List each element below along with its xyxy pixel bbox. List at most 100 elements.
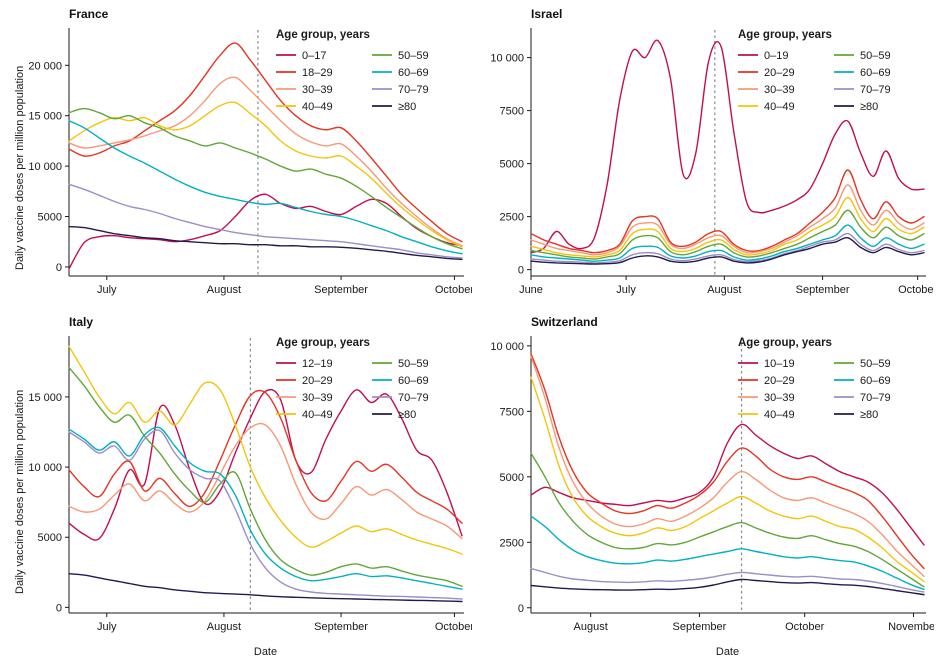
chart-israel: 0 2500 5000 7500 10 000 June July August Septemb… <box>490 28 934 296</box>
series-line-20–29 <box>68 389 463 524</box>
x-tick-label: September <box>314 284 368 296</box>
legend-title: Age group, years <box>276 337 370 349</box>
legend-label: 50–59 <box>398 358 429 370</box>
legend-label: 60–69 <box>398 375 429 387</box>
legend-label: 70–79 <box>398 392 429 404</box>
series-line-0–19 <box>530 39 925 254</box>
y-tick-label: 0 <box>56 262 62 274</box>
legend-label: 20–29 <box>764 375 795 387</box>
y-tick-label: 5000 <box>500 159 524 171</box>
series-line-≥80 <box>68 225 463 261</box>
legend-label: 70–79 <box>860 84 891 96</box>
y-axis-title-bottom: Daily vaccine doses per million populati… <box>14 389 26 594</box>
chart-italy: 0 5000 10 000 15 000 July August September Octo… <box>28 336 472 658</box>
legend-title: Age group, years <box>738 337 832 349</box>
y-tick-label: 10 000 <box>28 462 62 474</box>
panel-israel: Israel 0 2500 5000 7500 10 000 June July August… <box>479 2 941 310</box>
panel-italy: Italy 0 5000 10 000 15 000 July August Septemb… <box>17 310 479 663</box>
legend-label: 18–29 <box>302 67 333 79</box>
y-tick-label: 0 <box>518 265 524 277</box>
series-line-12–19 <box>68 388 463 541</box>
y-tick-label: 10 000 <box>490 341 524 353</box>
series-line-70–79 <box>68 183 463 259</box>
y-tick-label: 7500 <box>500 106 524 118</box>
panel-title-israel: Israel <box>531 7 563 21</box>
x-tick-label: October <box>435 284 472 296</box>
legend-label: 12–19 <box>302 358 333 370</box>
series-line-≥80 <box>68 573 463 603</box>
legend-label: ≥80 <box>398 101 416 113</box>
x-axis-title: Date <box>254 646 277 658</box>
legend-title: Age group, years <box>738 29 832 41</box>
legend-label: 20–29 <box>764 67 795 79</box>
chart-france: 0 5000 10 000 15 000 20 000 July August Septemb… <box>28 28 472 296</box>
series-line-40–49 <box>530 196 925 258</box>
panel-switzerland: Switzerland 0 2500 5000 7500 10 000 August Sep… <box>479 310 941 663</box>
x-tick-label: August <box>707 284 741 296</box>
y-axis-title-top: Daily vaccine doses per million populati… <box>14 65 26 270</box>
x-tick-label: August <box>574 621 608 633</box>
series-line-≥80 <box>530 236 925 265</box>
y-tick-label: 0 <box>56 602 62 614</box>
panel-title-switzerland: Switzerland <box>531 315 598 329</box>
y-tick-label: 15 000 <box>28 392 62 404</box>
legend-label: ≥80 <box>860 409 878 421</box>
legend-label: 60–69 <box>860 67 891 79</box>
series-line-50–59 <box>530 209 925 260</box>
x-tick-label: October <box>785 621 824 633</box>
x-tick-label: September <box>673 621 727 633</box>
series-line-60–69 <box>68 426 463 590</box>
y-tick-label: 5000 <box>38 532 62 544</box>
legend-label: 50–59 <box>860 50 891 62</box>
legend-label: 70–79 <box>860 392 891 404</box>
series-line-≥80 <box>530 578 925 596</box>
y-tick-label: 2500 <box>500 537 524 549</box>
series-line-50–59 <box>68 107 463 250</box>
legend-label: 50–59 <box>398 50 429 62</box>
series-line-0–17 <box>68 193 463 270</box>
x-tick-label: July <box>616 284 636 296</box>
legend-label: 40–49 <box>764 101 795 113</box>
legend-label: 30–39 <box>302 392 333 404</box>
x-tick-label: August <box>207 284 241 296</box>
legend-label: 30–39 <box>764 84 795 96</box>
y-tick-label: 0 <box>518 603 524 615</box>
series-line-10–19 <box>530 423 925 546</box>
series-line-50–59 <box>530 452 925 588</box>
x-tick-label: July <box>97 621 117 633</box>
x-axis-title: Date <box>716 646 739 658</box>
series-line-70–79 <box>68 429 463 600</box>
legend-label: 40–49 <box>302 409 333 421</box>
series-line-30–39 <box>68 76 463 247</box>
legend-label: 0–17 <box>302 50 326 62</box>
legend-label: 60–69 <box>398 67 429 79</box>
legend-label: ≥80 <box>860 101 878 113</box>
legend-label: 40–49 <box>764 409 795 421</box>
panel-france: France 0 5000 10 000 15 000 20 000 July August… <box>17 2 479 310</box>
x-tick-label: July <box>97 284 117 296</box>
series-line-70–79 <box>530 567 925 593</box>
panel-title-italy: Italy <box>69 315 94 329</box>
figure-row-bottom: Italy 0 5000 10 000 15 000 July August Septemb… <box>0 310 942 663</box>
series-line-40–49 <box>68 101 463 248</box>
y-tick-label: 5000 <box>38 212 62 224</box>
series-line-60–69 <box>530 224 925 262</box>
legend-label: 10–19 <box>764 358 795 370</box>
legend-label: ≥80 <box>398 409 416 421</box>
series-line-70–79 <box>530 232 925 264</box>
legend-label: 60–69 <box>860 375 891 387</box>
series-line-20–29 <box>530 169 925 254</box>
series-line-30–39 <box>530 355 925 577</box>
x-tick-label: October <box>435 621 472 633</box>
y-tick-label: 20 000 <box>28 60 62 72</box>
y-tick-label: 10 000 <box>490 53 524 65</box>
x-tick-label: June <box>519 284 543 296</box>
series-line-30–39 <box>530 184 925 256</box>
x-tick-label: September <box>796 284 850 296</box>
y-tick-label: 10 000 <box>28 161 62 173</box>
legend-label: 70–79 <box>398 84 429 96</box>
y-tick-label: 2500 <box>500 212 524 224</box>
panel-title-france: France <box>69 7 109 21</box>
y-tick-label: 7500 <box>500 406 524 418</box>
